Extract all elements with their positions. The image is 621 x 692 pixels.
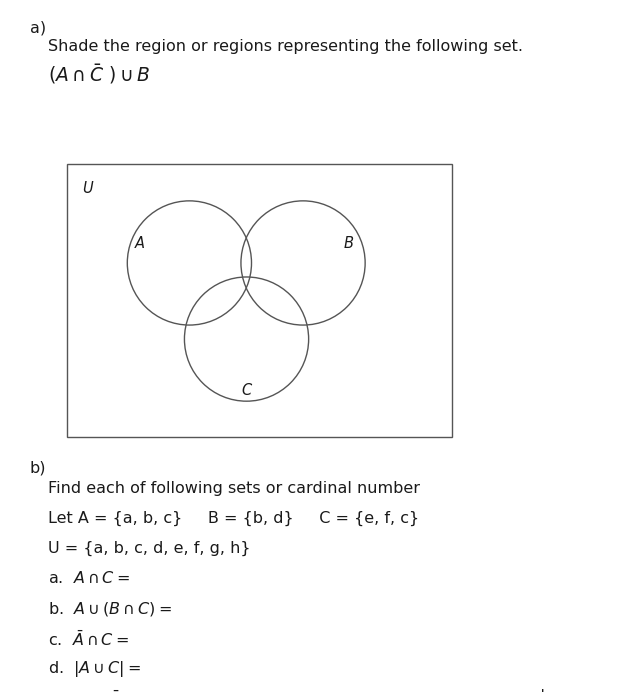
- Text: |: |: [540, 689, 546, 692]
- Text: Let A = {a, b, c}     B = {b, d}     C = {e, f, c}: Let A = {a, b, c} B = {b, d} C = {e, f, …: [48, 511, 420, 526]
- Text: Find each of following sets or cardinal number: Find each of following sets or cardinal …: [48, 481, 420, 496]
- Text: b.  $A \cup ( B \cap C )=$: b. $A \cup ( B \cap C )=$: [48, 600, 172, 618]
- Text: $(A \cap \bar{C}\ ) \cup B$: $(A \cap \bar{C}\ ) \cup B$: [48, 62, 151, 86]
- Text: e.  $( A \cup \bar{C}\ ) \cup B =$: e. $( A \cup \bar{C}\ ) \cup B =$: [48, 689, 177, 692]
- Text: b): b): [30, 460, 47, 475]
- Text: Shade the region or regions representing the following set.: Shade the region or regions representing…: [48, 39, 524, 55]
- Text: d.  $|A \cup C| =$: d. $|A \cup C| =$: [48, 659, 142, 680]
- Text: a.  $A \cap C =$: a. $A \cap C =$: [48, 570, 130, 586]
- Text: B: B: [344, 236, 354, 251]
- Text: U: U: [83, 181, 93, 197]
- Text: U = {a, b, c, d, e, f, g, h}: U = {a, b, c, d, e, f, g, h}: [48, 540, 251, 556]
- Text: A: A: [135, 236, 145, 251]
- Text: C: C: [242, 383, 252, 399]
- Bar: [67, 164, 452, 437]
- Text: c.  $\bar{A} \cap C =$: c. $\bar{A} \cap C =$: [48, 630, 129, 649]
- Text: a): a): [30, 20, 46, 35]
